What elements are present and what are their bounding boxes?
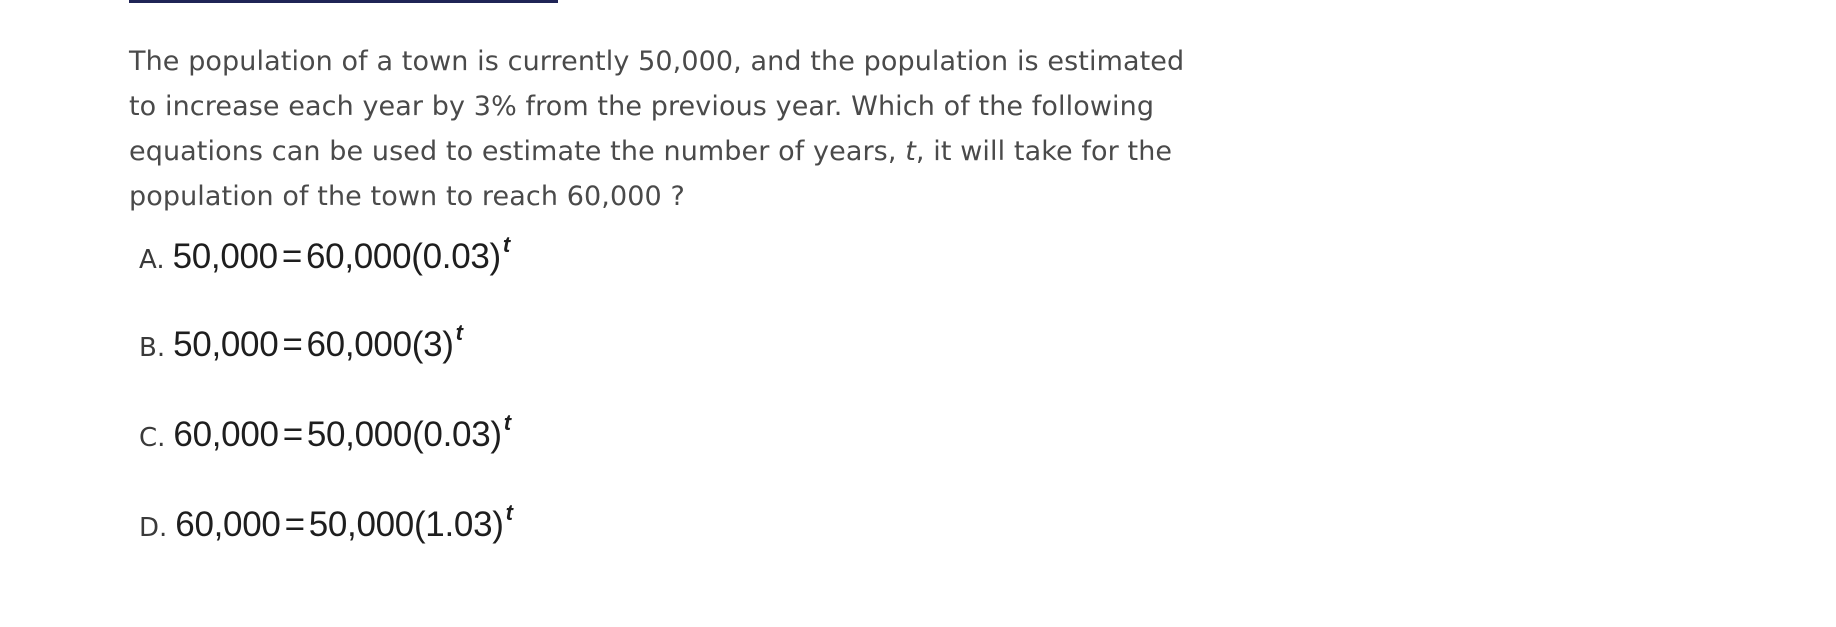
equation-rhs: 60,000(0.03) [306,237,501,276]
answer-choice-b[interactable]: B. 50,000 = 60,000(3)t [139,320,463,380]
equation-equals: = [282,325,303,364]
equation-rhs: 50,000(1.03) [308,505,504,544]
equation-equals: = [281,237,302,276]
choice-equation: 60,000 = 50,000(1.03)t [175,500,513,545]
choice-letter: A. [139,245,165,275]
answer-choice-a[interactable]: A. 50,000 = 60,000(0.03)t [139,232,510,292]
question-text: The population of a town is currently 50… [129,39,1189,219]
equation-exponent: t [505,500,513,525]
equation-exponent: t [503,410,511,435]
question-text-part-1: The population of a town is currently 50… [129,46,1185,167]
equation-exponent: t [502,232,510,257]
equation-equals: = [282,415,303,454]
question-text-part-2: , it will take for the population of the… [129,136,1173,212]
equation-lhs: 50,000 [173,325,279,364]
answer-choice-d[interactable]: D. 60,000 = 50,000(1.03)t [139,500,513,560]
answer-choice-c[interactable]: C. 60,000 = 50,000(0.03)t [139,410,511,470]
equation-lhs: 60,000 [175,505,281,544]
choice-equation: 50,000 = 60,000(0.03)t [172,232,511,277]
equation-lhs: 60,000 [173,415,279,454]
question-variable: t [905,136,916,167]
choice-equation: 50,000 = 60,000(3)t [173,320,463,365]
equation-rhs: 60,000(3) [306,325,454,364]
header-divider [129,0,558,3]
choice-letter: C. [139,423,166,453]
choice-letter: B. [139,333,166,363]
choice-equation: 60,000 = 50,000(0.03)t [173,410,511,455]
choice-letter: D. [139,513,168,543]
equation-exponent: t [455,320,463,345]
equation-equals: = [284,505,305,544]
equation-rhs: 50,000(0.03) [306,415,502,454]
equation-lhs: 50,000 [172,237,279,276]
